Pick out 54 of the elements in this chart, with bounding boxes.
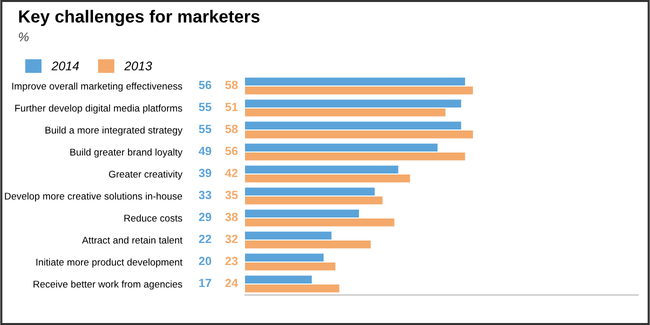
y-tick-label: Attract and retain talent	[82, 236, 182, 244]
bar	[245, 218, 394, 226]
bar	[245, 262, 336, 270]
data-label: 35	[225, 190, 238, 200]
bar	[245, 166, 398, 174]
data-label: 55	[198, 124, 212, 134]
y-tick-label: Further develop digital media platforms	[15, 104, 182, 114]
bar	[245, 240, 371, 248]
data-label: 39	[198, 168, 212, 178]
data-label: 49	[198, 146, 212, 156]
data-label: 55	[198, 102, 212, 112]
data-label: 33	[198, 190, 212, 200]
bar	[245, 254, 324, 262]
data-label: 38	[225, 212, 238, 222]
bar	[245, 86, 473, 94]
chart-title: Key challenges for marketers	[19, 10, 260, 26]
y-tick-label: Build greater brand loyalty	[70, 148, 182, 158]
data-label: 42	[225, 168, 238, 178]
bar	[245, 152, 466, 160]
y-tick-label: Greater creativity	[108, 170, 182, 180]
data-label: 22	[198, 234, 212, 244]
bar	[245, 130, 473, 138]
bar	[245, 122, 462, 130]
bar	[245, 174, 410, 182]
data-label: 32	[225, 234, 238, 244]
y-tick-label: Develop more creative solutions in-house	[4, 192, 182, 202]
bar	[245, 210, 359, 218]
data-label: 17	[199, 278, 212, 288]
data-label: 56	[225, 146, 238, 156]
bar	[245, 196, 383, 204]
bar	[245, 188, 375, 196]
legend-label: 2014	[51, 62, 79, 70]
y-tick-label: Improve overall marketing effectiveness	[12, 82, 182, 92]
bar	[245, 108, 446, 116]
text: %	[18, 32, 29, 42]
bar	[245, 284, 340, 292]
data-label: 23	[225, 256, 238, 266]
bar	[245, 78, 466, 86]
bar	[245, 100, 462, 108]
bar	[245, 276, 312, 284]
bar	[245, 144, 438, 152]
data-label: 56	[198, 80, 212, 90]
y-tick-label: Receive better work from agencies	[34, 280, 182, 290]
y-tick-label: Reduce costs	[124, 214, 182, 222]
bar	[245, 232, 332, 240]
data-label: 24	[225, 278, 238, 288]
data-label: 20	[198, 256, 212, 266]
y-tick-label: Build a more integrated strategy	[46, 126, 182, 136]
data-label: 58	[225, 124, 238, 134]
data-label: 29	[198, 212, 212, 222]
data-label: 58	[225, 80, 238, 90]
legend-label: 2013	[124, 62, 152, 70]
data-label: 51	[225, 102, 238, 112]
y-tick-label: Initiate more product development	[36, 258, 182, 268]
